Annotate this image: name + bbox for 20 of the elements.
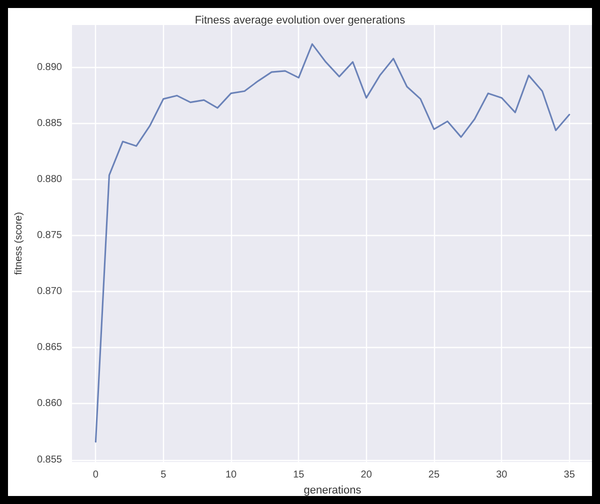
x-tick-label: 25 — [428, 470, 440, 480]
x-tick-label: 30 — [496, 470, 508, 480]
x-tick-label: 10 — [225, 470, 238, 480]
x-tick-label: 20 — [360, 470, 372, 480]
chart-title: Fitness average evolution over generations — [194, 14, 406, 26]
line-series — [94, 43, 570, 443]
y-tick-label: 0.860 — [36, 398, 62, 410]
x-tick-label: 35 — [564, 470, 576, 480]
x-tick-label: 0 — [92, 470, 99, 480]
y-tick-label: 0.885 — [36, 118, 62, 130]
y-tick-label: 0.855 — [36, 454, 62, 466]
y-tick-label: 0.870 — [36, 286, 62, 298]
x-tick-label: 15 — [293, 470, 305, 480]
y-tick-label: 0.880 — [36, 174, 62, 186]
x-axis-title: generations — [304, 484, 362, 496]
y-axis-title: fitness (score) — [14, 212, 24, 275]
y-tick-label: 0.890 — [36, 62, 62, 74]
y-tick-label: 0.865 — [36, 342, 62, 354]
x-tick-label: 5 — [160, 470, 167, 480]
y-tick-label: 0.875 — [36, 230, 62, 242]
